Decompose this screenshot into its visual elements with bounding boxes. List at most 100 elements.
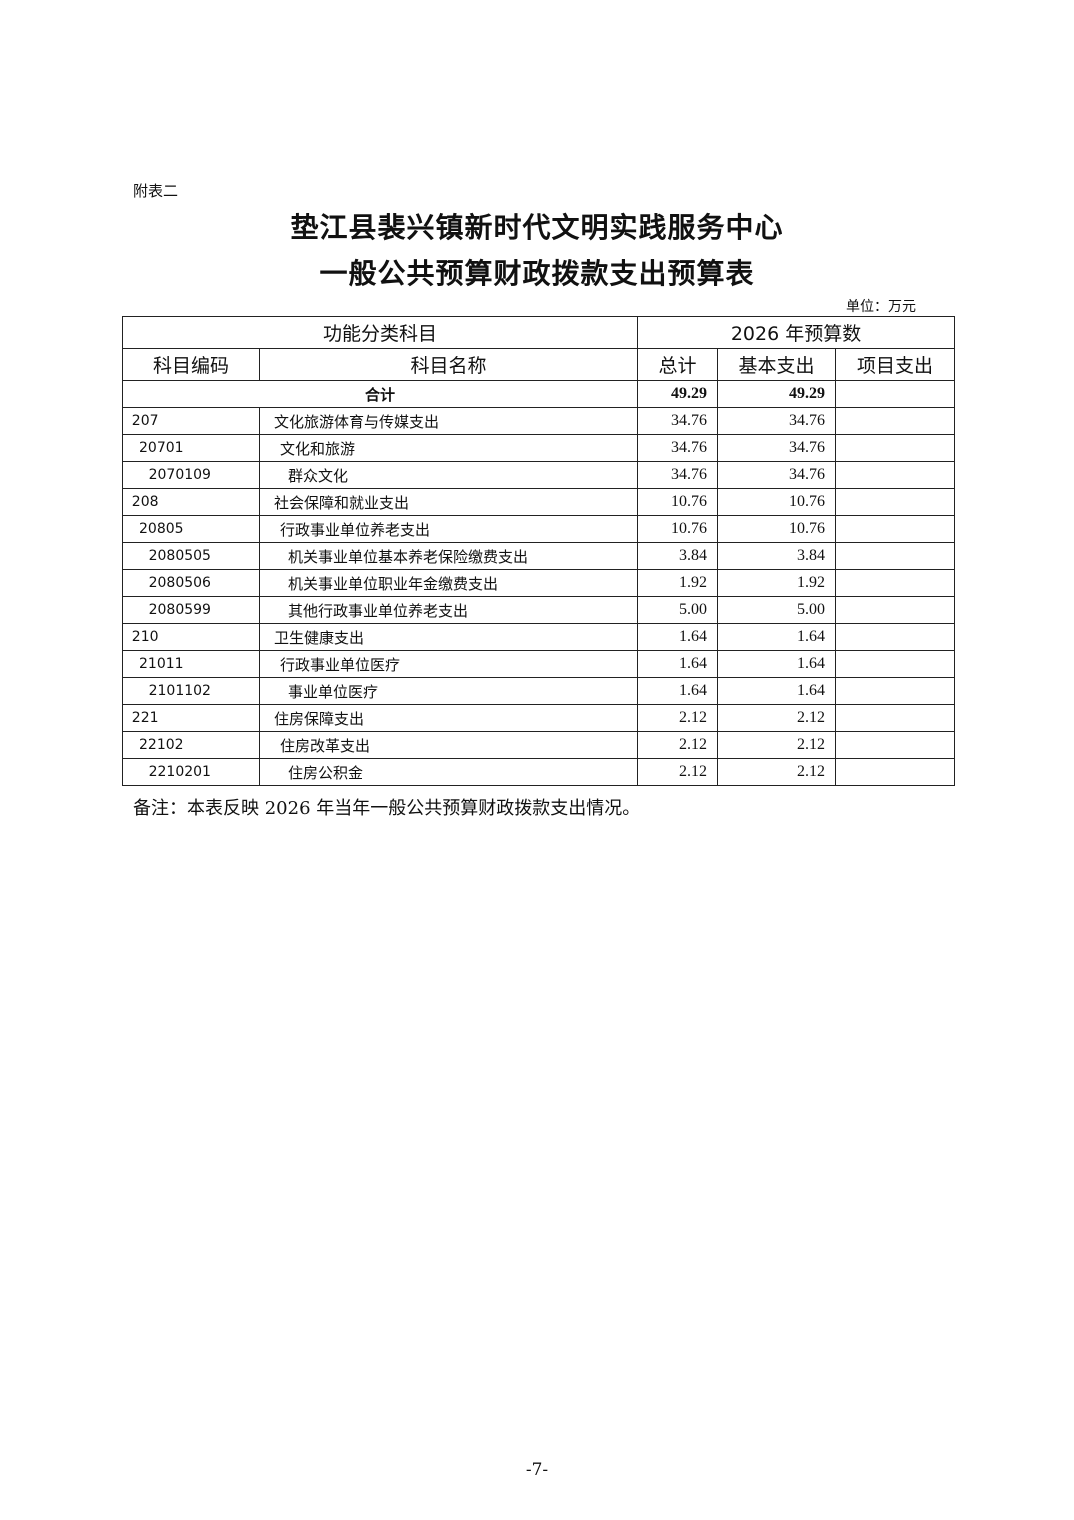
name-cell: 社会保障和就业支出 <box>258 488 639 516</box>
code-cell: 2101102 <box>122 677 260 705</box>
unit-label: 单位：万元 <box>846 299 916 315</box>
basic-cell: 1.64 <box>717 677 837 705</box>
project-cell <box>835 542 956 570</box>
page-number: -7- <box>525 1460 549 1480</box>
basic-cell: 10.76 <box>717 488 837 516</box>
total-cell: 5.00 <box>637 596 719 624</box>
footnote: 备注：本表反映 2026 年当年一般公共预算财政拨款支出情况。 <box>133 798 641 819</box>
basic-cell: 1.64 <box>717 623 837 651</box>
code-cell: 208 <box>122 488 260 516</box>
table-row: 2080505 机关事业单位基本养老保险缴费支出 3.84 3.84 <box>122 542 956 570</box>
table-row: 20805 行政事业单位养老支出 10.76 10.76 <box>122 515 956 543</box>
code-cell: 2070109 <box>122 461 260 489</box>
code-cell: 2210201 <box>122 758 260 786</box>
table-row: 221 住房保障支出 2.12 2.12 <box>122 704 956 732</box>
total-basic: 49.29 <box>717 380 837 408</box>
total-cell: 1.92 <box>637 569 719 597</box>
name-cell: 机关事业单位职业年金缴费支出 <box>258 569 639 597</box>
total-cell: 34.76 <box>637 434 719 462</box>
total-cell: 1.64 <box>637 623 719 651</box>
project-cell <box>835 569 956 597</box>
code-cell: 207 <box>122 407 260 435</box>
table-row: 2101102 事业单位医疗 1.64 1.64 <box>122 677 956 705</box>
name-cell: 行政事业单位医疗 <box>258 650 639 678</box>
column-header-total: 总计 <box>637 348 719 381</box>
total-cell: 34.76 <box>637 461 719 489</box>
table-row: 207 文化旅游体育与传媒支出 34.76 34.76 <box>122 407 956 435</box>
project-cell <box>835 731 956 759</box>
project-cell <box>835 596 956 624</box>
total-row: 合计 49.29 49.29 <box>121 380 956 408</box>
header-budget-2026: 2026 年预算数 <box>637 316 956 349</box>
header-columns-row: 科目编码 科目名称 总计 基本支出 项目支出 <box>122 348 956 381</box>
total-cell: 1.64 <box>637 650 719 678</box>
basic-cell: 1.92 <box>717 569 837 597</box>
column-header-basic: 基本支出 <box>717 348 837 381</box>
table-row: 22102 住房改革支出 2.12 2.12 <box>122 731 956 759</box>
name-cell: 文化和旅游 <box>258 434 639 462</box>
project-cell <box>835 434 956 462</box>
table-row: 21011 行政事业单位医疗 1.64 1.64 <box>122 650 956 678</box>
total-cell: 1.64 <box>637 677 719 705</box>
code-cell: 221 <box>122 704 260 732</box>
project-cell <box>835 515 956 543</box>
name-cell: 其他行政事业单位养老支出 <box>258 596 639 624</box>
code-cell: 2080506 <box>122 569 260 597</box>
total-cell: 34.76 <box>637 407 719 435</box>
project-cell <box>835 407 956 435</box>
total-cell: 2.12 <box>637 758 719 786</box>
table-row: 208 社会保障和就业支出 10.76 10.76 <box>122 488 956 516</box>
table-row: 2210201 住房公积金 2.12 2.12 <box>122 758 956 786</box>
code-cell: 22102 <box>122 731 260 759</box>
project-cell <box>835 650 956 678</box>
table-row: 2080599 其他行政事业单位养老支出 5.00 5.00 <box>122 596 956 624</box>
total-cell: 2.12 <box>637 704 719 732</box>
code-cell: 2080599 <box>122 596 260 624</box>
name-cell: 住房改革支出 <box>258 731 639 759</box>
project-cell <box>835 677 956 705</box>
total-cell: 2.12 <box>637 731 719 759</box>
table-row: 2080506 机关事业单位职业年金缴费支出 1.92 1.92 <box>122 569 956 597</box>
name-cell: 文化旅游体育与传媒支出 <box>258 407 639 435</box>
project-cell <box>835 623 956 651</box>
basic-cell: 3.84 <box>717 542 837 570</box>
basic-cell: 34.76 <box>717 434 837 462</box>
code-cell: 20701 <box>122 434 260 462</box>
column-header-code: 科目编码 <box>122 348 260 381</box>
total-total: 49.29 <box>637 380 719 408</box>
code-cell: 2080505 <box>122 542 260 570</box>
basic-cell: 2.12 <box>717 731 837 759</box>
basic-cell: 2.12 <box>717 704 837 732</box>
basic-cell: 10.76 <box>717 515 837 543</box>
code-cell: 21011 <box>122 650 260 678</box>
name-cell: 住房公积金 <box>258 758 639 786</box>
table-row: 210 卫生健康支出 1.64 1.64 <box>122 623 956 651</box>
basic-cell: 34.76 <box>717 461 837 489</box>
total-label: 合计 <box>121 380 639 408</box>
appendix-label: 附表二 <box>133 182 179 200</box>
name-cell: 行政事业单位养老支出 <box>258 515 639 543</box>
project-cell <box>835 488 956 516</box>
table-row: 20701 文化和旅游 34.76 34.76 <box>122 434 956 462</box>
total-project <box>835 380 956 408</box>
code-cell: 20805 <box>122 515 260 543</box>
project-cell <box>835 758 956 786</box>
column-header-project: 项目支出 <box>835 348 956 381</box>
budget-table: 功能分类科目 2026 年预算数 科目编码 科目名称 总计 基本支出 项目支出 … <box>121 316 956 786</box>
column-header-name: 科目名称 <box>258 348 639 381</box>
project-cell <box>835 461 956 489</box>
table-row: 2070109 群众文化 34.76 34.76 <box>122 461 956 489</box>
basic-cell: 34.76 <box>717 407 837 435</box>
name-cell: 事业单位医疗 <box>258 677 639 705</box>
total-cell: 3.84 <box>637 542 719 570</box>
project-cell <box>835 704 956 732</box>
total-cell: 10.76 <box>637 515 719 543</box>
basic-cell: 2.12 <box>717 758 837 786</box>
header-functional-classification: 功能分类科目 <box>121 316 639 349</box>
total-cell: 10.76 <box>637 488 719 516</box>
title-line-1: 垫江县裴兴镇新时代文明实践服务中心 <box>290 211 784 244</box>
header-group-row: 功能分类科目 2026 年预算数 <box>121 316 956 349</box>
code-cell: 210 <box>122 623 260 651</box>
name-cell: 群众文化 <box>258 461 639 489</box>
title-line-2: 一般公共预算财政拨款支出预算表 <box>319 257 755 290</box>
